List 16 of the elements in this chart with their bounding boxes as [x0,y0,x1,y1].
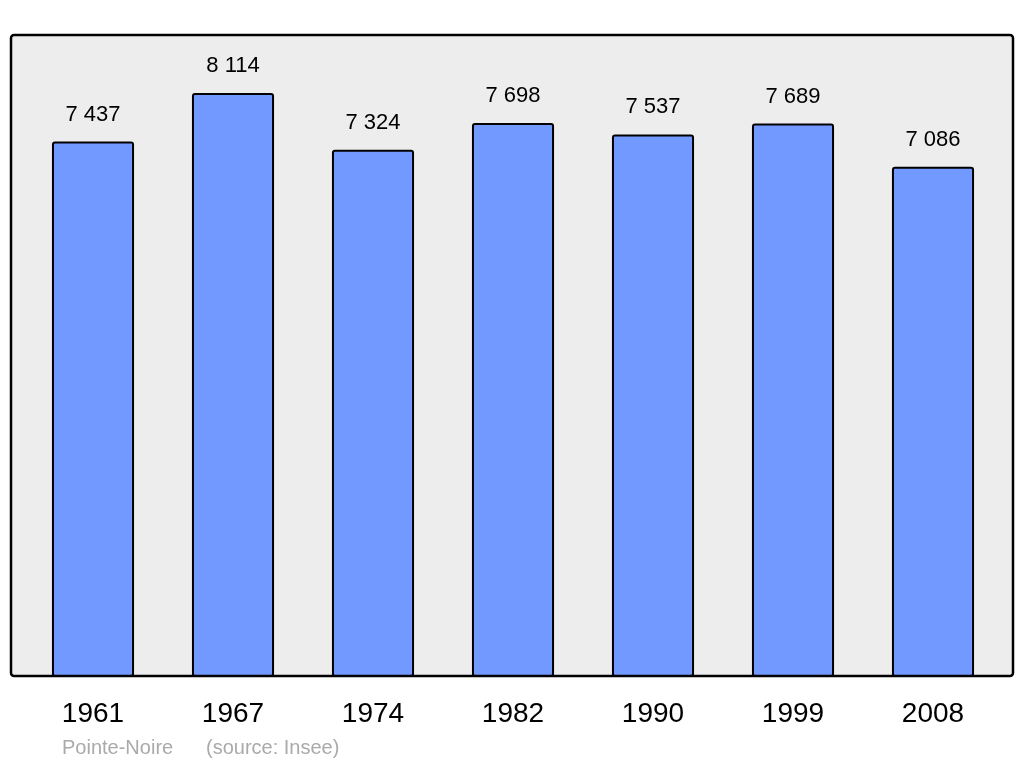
x-tick-label: 1967 [201,697,265,728]
text: Pointe-Noire [62,736,174,758]
text: (source: Insee) [206,736,340,758]
x-tick-label: 1999 [761,697,825,728]
x-tick-label: 1961 [61,697,125,728]
data-label: 7 324 [345,108,401,134]
x-tick-label: 1982 [481,697,545,728]
x-tick-label: 1990 [621,697,685,728]
data-label: 7 537 [625,93,681,119]
data-label: 7 437 [65,100,121,126]
x-tick-label: 2008 [901,697,965,728]
data-label: 7 698 [485,81,541,107]
data-label: 7 086 [905,125,961,151]
data-label: 8 114 [206,52,260,78]
data-label: 7 689 [765,82,821,108]
x-tick-label: 1974 [341,697,405,728]
